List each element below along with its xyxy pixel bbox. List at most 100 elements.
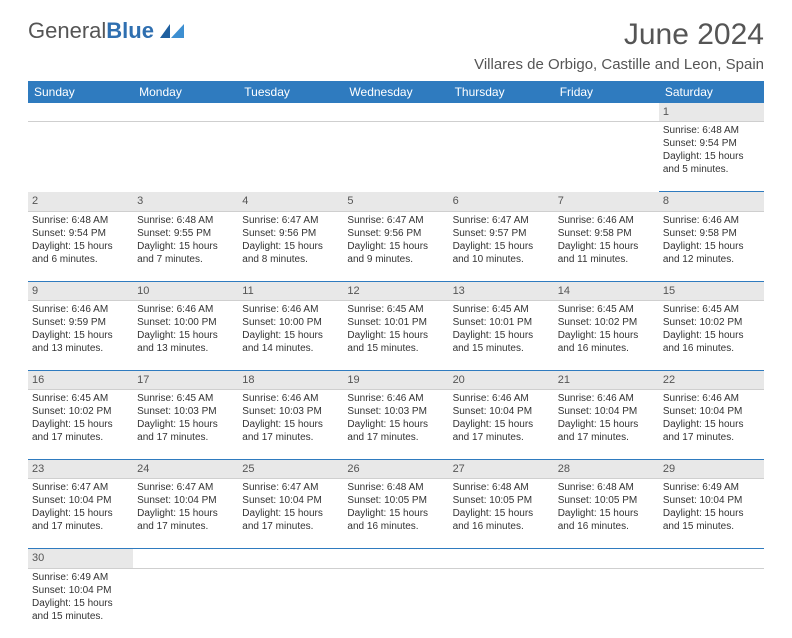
sunset-text: Sunset: 10:04 PM [663,494,760,507]
day-number: 18 [238,370,343,389]
sunset-text: Sunset: 10:03 PM [137,405,234,418]
sunset-text: Sunset: 10:01 PM [453,316,550,329]
week-row: Sunrise: 6:45 AMSunset: 10:02 PMDaylight… [28,390,764,460]
dl2-text: and 11 minutes. [558,253,655,266]
day-number [659,549,764,568]
dl2-text: and 17 minutes. [242,520,339,533]
sunset-text: Sunset: 10:05 PM [558,494,655,507]
sunrise-text: Sunrise: 6:46 AM [558,392,655,405]
dl1-text: Daylight: 15 hours [453,329,550,342]
dl1-text: Daylight: 15 hours [453,507,550,520]
daynum-row: 2345678 [28,192,764,211]
week-row: Sunrise: 6:49 AMSunset: 10:04 PMDaylight… [28,568,764,638]
weekday-wednesday: Wednesday [343,81,448,103]
weekday-sunday: Sunday [28,81,133,103]
day-number: 28 [554,460,659,479]
dl2-text: and 16 minutes. [453,520,550,533]
sunset-text: Sunset: 10:02 PM [558,316,655,329]
day-number: 6 [449,192,554,211]
dl1-text: Daylight: 15 hours [32,507,129,520]
dl1-text: Daylight: 15 hours [32,329,129,342]
day-number: 22 [659,370,764,389]
day-cell [238,568,343,638]
day-number: 26 [343,460,448,479]
dl2-text: and 16 minutes. [558,342,655,355]
day-cell: Sunrise: 6:45 AMSunset: 10:02 PMDaylight… [659,300,764,370]
sunset-text: Sunset: 10:05 PM [453,494,550,507]
week-row: Sunrise: 6:47 AMSunset: 10:04 PMDaylight… [28,479,764,549]
sunset-text: Sunset: 10:04 PM [663,405,760,418]
sunset-text: Sunset: 10:00 PM [242,316,339,329]
day-cell: Sunrise: 6:46 AMSunset: 10:03 PMDaylight… [238,390,343,460]
dl2-text: and 15 minutes. [453,342,550,355]
dl2-text: and 14 minutes. [242,342,339,355]
dl2-text: and 13 minutes. [32,342,129,355]
day-cell: Sunrise: 6:48 AMSunset: 10:05 PMDaylight… [343,479,448,549]
day-cell: Sunrise: 6:46 AMSunset: 10:04 PMDaylight… [554,390,659,460]
day-cell: Sunrise: 6:45 AMSunset: 10:03 PMDaylight… [133,390,238,460]
day-number: 14 [554,281,659,300]
day-cell: Sunrise: 6:47 AMSunset: 9:56 PMDaylight:… [238,211,343,281]
day-number: 12 [343,281,448,300]
logo-text-general: General [28,18,106,44]
day-cell: Sunrise: 6:49 AMSunset: 10:04 PMDaylight… [659,479,764,549]
day-number: 20 [449,370,554,389]
sunrise-text: Sunrise: 6:46 AM [137,303,234,316]
day-cell: Sunrise: 6:48 AMSunset: 10:05 PMDaylight… [449,479,554,549]
sunrise-text: Sunrise: 6:49 AM [663,481,760,494]
day-cell [554,122,659,192]
day-cell: Sunrise: 6:46 AMSunset: 10:03 PMDaylight… [343,390,448,460]
dl2-text: and 17 minutes. [137,520,234,533]
day-number [449,549,554,568]
sunset-text: Sunset: 10:04 PM [242,494,339,507]
page-header: GeneralBlue June 2024 Villares de Orbigo… [28,18,764,73]
dl2-text: and 17 minutes. [347,431,444,444]
dl1-text: Daylight: 15 hours [347,329,444,342]
day-number [238,103,343,122]
dl1-text: Daylight: 15 hours [137,240,234,253]
day-number: 5 [343,192,448,211]
dl1-text: Daylight: 15 hours [242,418,339,431]
sunrise-text: Sunrise: 6:45 AM [347,303,444,316]
dl2-text: and 16 minutes. [663,342,760,355]
dl1-text: Daylight: 15 hours [453,418,550,431]
sunset-text: Sunset: 9:58 PM [558,227,655,240]
sunset-text: Sunset: 9:58 PM [663,227,760,240]
day-cell: Sunrise: 6:47 AMSunset: 10:04 PMDaylight… [28,479,133,549]
week-row: Sunrise: 6:48 AMSunset: 9:54 PMDaylight:… [28,122,764,192]
logo-text-blue: Blue [106,18,154,44]
dl2-text: and 9 minutes. [347,253,444,266]
sunrise-text: Sunrise: 6:47 AM [242,214,339,227]
sunset-text: Sunset: 10:04 PM [453,405,550,418]
sunset-text: Sunset: 10:02 PM [663,316,760,329]
sunset-text: Sunset: 10:01 PM [347,316,444,329]
day-number: 7 [554,192,659,211]
daynum-row: 1 [28,103,764,122]
dl1-text: Daylight: 15 hours [347,240,444,253]
day-number: 4 [238,192,343,211]
day-number: 27 [449,460,554,479]
day-cell [449,568,554,638]
day-cell: Sunrise: 6:48 AMSunset: 9:54 PMDaylight:… [659,122,764,192]
day-cell [133,122,238,192]
day-cell [28,122,133,192]
day-cell: Sunrise: 6:46 AMSunset: 10:00 PMDaylight… [133,300,238,370]
dl2-text: and 5 minutes. [663,163,760,176]
dl2-text: and 17 minutes. [453,431,550,444]
sunset-text: Sunset: 10:04 PM [137,494,234,507]
day-number [554,549,659,568]
dl2-text: and 17 minutes. [137,431,234,444]
day-cell: Sunrise: 6:45 AMSunset: 10:02 PMDaylight… [554,300,659,370]
sunrise-text: Sunrise: 6:46 AM [558,214,655,227]
day-cell: Sunrise: 6:46 AMSunset: 10:04 PMDaylight… [449,390,554,460]
dl1-text: Daylight: 15 hours [242,240,339,253]
weekday-friday: Friday [554,81,659,103]
day-number: 24 [133,460,238,479]
sunrise-text: Sunrise: 6:47 AM [453,214,550,227]
day-cell: Sunrise: 6:47 AMSunset: 9:57 PMDaylight:… [449,211,554,281]
day-number: 30 [28,549,133,568]
day-number [133,549,238,568]
sunset-text: Sunset: 9:54 PM [32,227,129,240]
sunrise-text: Sunrise: 6:46 AM [663,392,760,405]
dl2-text: and 17 minutes. [32,520,129,533]
